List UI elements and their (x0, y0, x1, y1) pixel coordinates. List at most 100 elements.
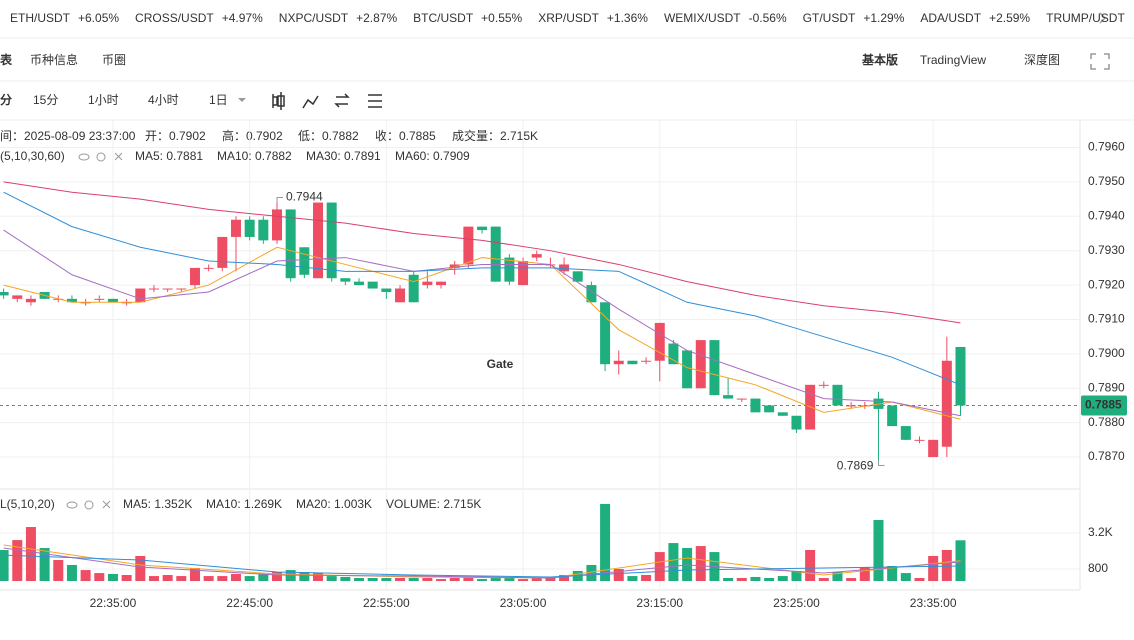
candle-body (203, 267, 214, 269)
candle-body (272, 209, 282, 241)
tab[interactable]: 表 (0, 52, 13, 67)
ticker-pair[interactable]: CROSS/USDT (135, 11, 214, 25)
volume-bar (846, 578, 857, 582)
volume-title: L(5,10,20) (0, 497, 55, 511)
candle-body (230, 219, 241, 237)
volume-bar (176, 576, 187, 582)
volume-bar (80, 570, 91, 582)
last-price-box (1081, 395, 1127, 416)
ma-legend: MA5: 0.7881 (135, 149, 203, 163)
candle-body (914, 439, 925, 441)
volume-bar (600, 503, 611, 582)
ticker-pair[interactable]: BTC/USDT (413, 11, 474, 25)
scroll-arrow[interactable] (1099, 12, 1107, 24)
volume-tick-label: 3.2K (1088, 525, 1113, 539)
candle-body (736, 398, 747, 400)
candle-body (94, 298, 105, 300)
ticker-change: +1.29% (863, 11, 904, 25)
interval[interactable]: 4小时 (148, 93, 179, 107)
candle-body (107, 298, 118, 303)
candle-body (490, 226, 501, 282)
volume-bar (449, 578, 460, 582)
y-tick-label: 0.7900 (1088, 346, 1125, 360)
candle-body (244, 219, 255, 237)
fullscreen-icon[interactable] (1090, 53, 1110, 70)
volume-bar (422, 578, 433, 582)
candle-body (695, 340, 706, 389)
ticker-pair[interactable]: XRP/USDT (538, 11, 599, 25)
ma-line (3, 191, 961, 386)
volume-ma-legend: MA10: 1.269K (206, 497, 282, 511)
y-tick-label: 0.7930 (1088, 243, 1125, 257)
candle-body (381, 288, 392, 292)
volume-bar (53, 560, 64, 582)
ohlc-info: 收：0.7885 (375, 129, 436, 143)
ticker-pair[interactable]: GT/USDT (803, 11, 856, 25)
annotation-pointer (877, 460, 885, 466)
candle-body (668, 343, 679, 365)
volume-bar (436, 579, 447, 582)
candle-body (531, 254, 542, 258)
interval[interactable]: 1日 (209, 93, 228, 107)
ticker-pair[interactable]: WEMIX/USDT (664, 11, 741, 25)
candle-body (0, 291, 9, 296)
candle-body (395, 288, 406, 303)
candle-body (25, 298, 36, 303)
volume-bar (121, 575, 132, 582)
candle-body (572, 271, 583, 282)
x-tick-label: 22:45:00 (226, 596, 273, 610)
volume-bar (627, 576, 638, 582)
toolbar-icons[interactable] (272, 92, 382, 110)
ohlc-info: 成交量：2.715K (452, 128, 538, 143)
ma-line (3, 181, 961, 324)
candle-body (586, 285, 597, 303)
volume-bar (367, 578, 378, 582)
ticker-pair[interactable]: ADA/USDT (920, 11, 981, 25)
candle-body (504, 257, 515, 282)
ticker-bar (0, 0, 1134, 38)
candle-body (422, 281, 433, 286)
volume-bar (395, 578, 406, 582)
interval[interactable]: 1小时 (88, 93, 119, 107)
tab[interactable]: 币圈 (102, 53, 126, 67)
candle-body (477, 226, 488, 231)
candle-body (682, 350, 693, 389)
ticker-change: +1.36% (607, 11, 648, 25)
volume-bar (326, 576, 337, 582)
candle-body (613, 360, 624, 365)
legend-icons[interactable] (66, 152, 123, 510)
interval[interactable]: 分 (0, 92, 12, 107)
ticker-pair[interactable]: ETH/USDT (10, 11, 71, 25)
volume-bar (340, 576, 351, 582)
candle-body (367, 281, 378, 289)
candle-body (436, 281, 447, 286)
annotation-pointer (276, 197, 283, 203)
volume-bar (723, 578, 734, 582)
candle-body (449, 264, 460, 268)
volume-ma-legend: MA5: 1.352K (123, 497, 192, 511)
ma-line (3, 229, 961, 417)
candle-body (299, 247, 310, 275)
volume-bar (244, 576, 255, 582)
volume-bar (463, 576, 474, 582)
view-tab[interactable]: TradingView (920, 53, 986, 67)
tab[interactable]: 币种信息 (30, 52, 78, 67)
interval[interactable]: 15分 (33, 93, 58, 107)
volume-bar (805, 549, 816, 582)
volume-bar (887, 566, 898, 582)
ticker-pair[interactable]: NXPC/USDT (279, 11, 349, 25)
ticker-pair[interactable]: TRUMP/USDT (1046, 11, 1125, 25)
volume-bar (654, 552, 665, 582)
volume-bar (791, 570, 802, 582)
candle-body (285, 209, 296, 279)
volume-ma-legend: MA20: 1.003K (296, 497, 372, 511)
volume-bar (777, 576, 788, 582)
candle-body (326, 202, 337, 279)
candle-body (313, 202, 324, 279)
volume-bar (641, 575, 652, 582)
view-tab[interactable]: 深度图 (1024, 52, 1060, 67)
dropdown[interactable] (238, 98, 246, 102)
y-tick-label: 0.7880 (1088, 415, 1125, 429)
view-tab[interactable]: 基本版 (861, 52, 898, 67)
